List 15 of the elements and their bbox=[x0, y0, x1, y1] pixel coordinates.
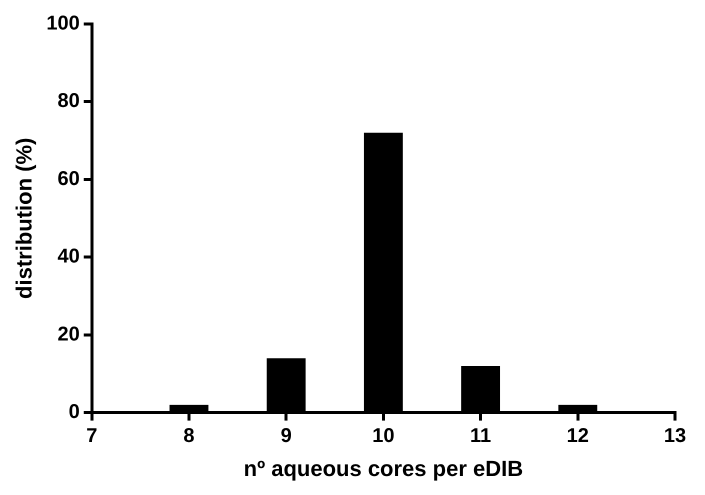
x-tick-label: 8 bbox=[183, 425, 195, 448]
y-tick-label: 60 bbox=[58, 168, 80, 190]
x-tick-label: 11 bbox=[470, 425, 492, 448]
x-tick-label: 9 bbox=[280, 425, 292, 448]
x-tick-label: 7 bbox=[86, 425, 98, 448]
y-tick-label: 20 bbox=[58, 323, 80, 346]
x-tick-label: 12 bbox=[566, 425, 589, 448]
y-axis-title: distribution (%) bbox=[11, 138, 36, 299]
x-tick-label: 10 bbox=[372, 425, 395, 448]
x-axis-title: nº aqueous cores per eDIB bbox=[244, 456, 524, 481]
y-tick-label: 80 bbox=[58, 90, 80, 112]
y-tick-label: 0 bbox=[68, 401, 80, 424]
y-tick-label: 40 bbox=[58, 246, 80, 268]
y-tick-label: 100 bbox=[46, 12, 80, 35]
x-tick-label: 13 bbox=[664, 425, 686, 448]
